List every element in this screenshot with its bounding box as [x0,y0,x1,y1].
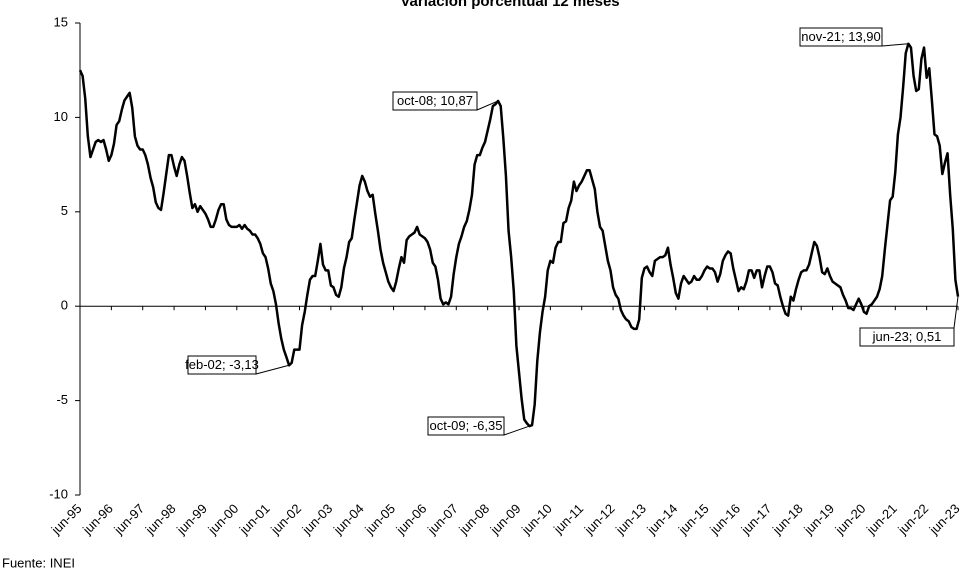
annotation-box [799,27,883,47]
annotation-box [187,355,257,375]
x-tick-label: jun-22 [894,501,931,538]
x-tick-label: jun-21 [863,501,900,538]
x-tick-label: jun-11 [550,501,586,537]
x-tick-label: jun-99 [173,501,210,538]
x-tick-label: jun-14 [643,501,680,538]
y-tick-label: 15 [54,14,68,29]
x-tick-label: jun-97 [110,501,147,538]
y-tick-label: 0 [61,298,68,313]
annotation-label: feb-02; -3,13 [185,357,259,372]
chart-title: Variación porcentual 12 meses [400,0,619,10]
annotation-box [427,416,505,436]
x-tick-label: jun-23 [926,501,960,538]
y-tick-label: 5 [61,203,68,218]
data-line [78,42,960,428]
x-tick-label: jun-95 [48,501,85,538]
x-tick-label: jun-05 [361,501,398,538]
annotation-leader [503,425,530,436]
annotation-label: oct-08; 10,87 [397,93,473,108]
annotation-leader [255,364,290,375]
x-tick-label: jun-20 [832,501,869,538]
x-tick-label: jun-03 [299,501,336,538]
y-tick-label: 10 [54,109,68,124]
x-tick-label: jun-00 [204,501,241,538]
x-tick-label: jun-08 [455,501,492,538]
x-tick-label: jun-15 [675,501,712,538]
x-tick-label: jun-18 [769,501,806,538]
x-tick-label: jun-10 [518,501,555,538]
x-tick-label: jun-12 [581,501,618,538]
y-tick-label: -10 [49,486,68,501]
annotation-label: jun-23; 0,51 [872,329,942,344]
x-tick-label: jun-02 [267,501,304,538]
x-tick-label: jun-96 [79,501,116,538]
x-tick-label: jun-13 [612,501,649,538]
annotation-leader [953,296,959,329]
x-tick-label: jun-01 [236,501,273,538]
x-tick-label: jun-07 [424,501,461,538]
x-tick-label: jun-04 [330,501,367,538]
annotation-leader [476,100,499,111]
source-note: Fuente: INEI [2,555,75,570]
annotation-label: oct-09; -6,35 [430,418,503,433]
annotation-box [392,91,478,111]
x-tick-label: jun-09 [487,501,524,538]
x-tick-label: jun-17 [738,501,775,538]
annotation-leader [881,43,909,47]
annotation-label: nov-21; 13,90 [801,29,881,44]
annotation-box [859,327,955,347]
x-tick-label: jun-06 [393,501,430,538]
x-tick-label: jun-98 [142,501,179,538]
y-tick-label: -5 [56,392,68,407]
x-tick-label: jun-16 [706,501,743,538]
x-tick-label: jun-19 [800,501,837,538]
